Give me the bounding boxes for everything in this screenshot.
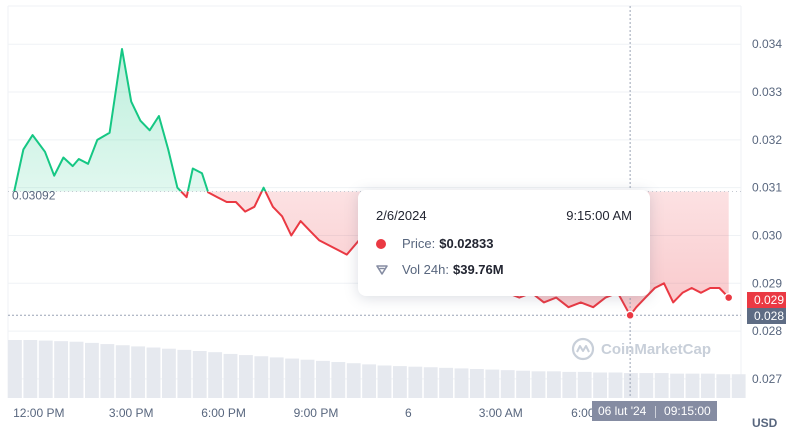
crosshair-date: 06 lut '24 [598,404,647,418]
volume-bar [115,345,130,398]
volume-bar [146,347,161,398]
volume-bar [454,368,469,398]
y-tick-label: 0.030 [752,228,782,242]
axes: 0.027 0.028 0.029 0.030 0.031 0.032 0.033 0.034… [13,37,782,420]
volume-bar [254,356,269,398]
volume-bar [593,372,608,398]
volume-bar [546,371,561,398]
volume-bar [177,349,192,398]
last-price-badge: 0.029 [747,292,786,308]
volume-bar [208,352,223,398]
volume-bar [408,366,423,398]
volume-bar [716,374,731,398]
tooltip-date: 2/6/2024 [376,208,427,223]
volume-bar [700,373,715,398]
y-tick-label: 0.028 [752,324,782,338]
volume-bar [531,371,546,398]
y-tick-label: 0.029 [752,276,782,290]
volume-bar [131,346,146,398]
volume-bar [315,360,330,398]
volume-bar [485,369,500,398]
volume-bar [377,365,392,398]
volume-icon [376,264,388,275]
volume-bar [639,373,654,398]
volume-bar [731,374,746,398]
volume-bar [84,342,99,398]
tooltip-price-value: $0.02833 [439,236,494,251]
tooltip-price-label: Price: [402,236,436,251]
tooltip-price-row: Price: $0.02833 [376,236,493,251]
y-tick-label: 0.032 [752,133,782,147]
volume-bar [100,344,115,398]
volume-bar [223,353,238,398]
y-tick-label: 0.027 [752,372,782,386]
x-tick-label: 6 [405,406,412,420]
crosshair-time: 09:15:00 [664,404,711,418]
y-tick-label: 0.031 [752,181,782,195]
volume-bar [577,371,592,398]
volume-bar [362,364,377,398]
coinmarketcap-logo-icon [571,337,595,361]
tooltip-volume-label: Vol 24h: [402,262,449,277]
price-dot-icon [376,238,386,249]
volume-bar [38,340,53,398]
y-tick-label: 0.033 [752,85,782,99]
volume-bar [685,373,700,398]
x-tick-label: 3:00 AM [479,406,523,420]
crosshair-time-badge: 06 lut '24 09:15:00 [592,401,717,421]
volume-bar [161,348,176,398]
crosshair-price-badge: 0.028 [747,308,786,324]
volume-bar [300,359,315,398]
volume-bar [654,373,669,398]
price-line-down [14,191,730,317]
currency-label: USD [752,416,778,430]
x-tick-label: 3:00 PM [109,406,154,420]
crosshair-point [625,310,635,321]
volume-bar [23,340,38,398]
volume-bar [285,358,300,398]
watermark: CoinMarketCap [571,337,711,361]
volume-bar [392,366,407,398]
volume-bar [346,363,361,398]
volume-bars [8,340,746,398]
volume-bar [192,351,207,398]
volume-bar [562,371,577,398]
price-line-up [13,48,267,192]
volume-bar [331,362,346,398]
volume-bar [608,372,623,398]
last-price-point [723,292,734,303]
volume-bar [469,369,484,398]
tooltip-time: 9:15:00 AM [566,208,632,223]
volume-bar [269,357,284,398]
tooltip-volume-row: Vol 24h: $39.76M [376,262,504,277]
volume-bar [670,373,685,398]
tooltip-volume-value: $39.76M [453,262,504,277]
volume-bar [8,340,22,398]
volume-bar [69,341,84,398]
y-tick-label: 0.034 [752,37,782,51]
x-tick-label: 6:00 PM [201,406,246,420]
volume-bar [500,370,515,398]
base-price-label: 0.03092 [12,188,56,202]
x-tick-label: 12:00 PM [13,406,64,420]
volume-bar [423,367,438,398]
watermark-text: CoinMarketCap [601,340,712,358]
x-tick-label: 9:00 PM [294,406,339,420]
volume-bar [439,367,454,398]
volume-bar [54,341,69,398]
volume-bar [238,355,253,398]
volume-bar [516,370,531,398]
volume-bar [623,373,638,398]
price-line [13,48,730,317]
chart-tooltip: 2/6/2024 9:15:00 AM Price: $0.02833 Vol … [358,190,650,296]
